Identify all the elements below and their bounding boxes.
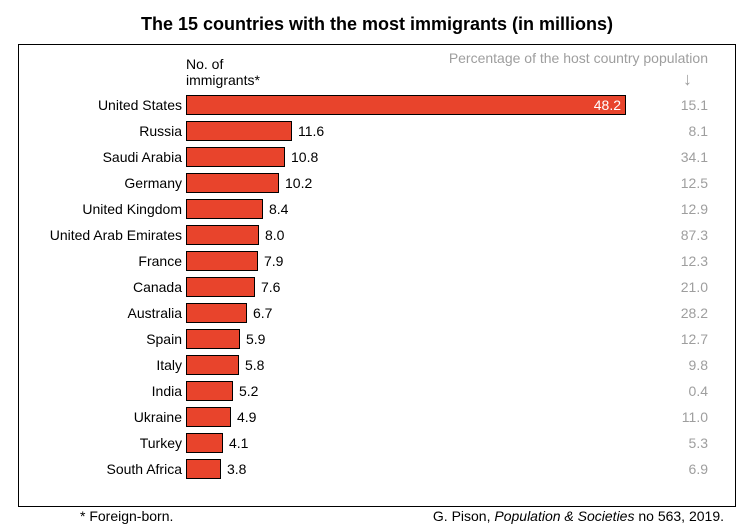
bar	[186, 459, 221, 479]
source-suffix: no 563, 2019.	[634, 508, 724, 524]
bar-row: Ukraine 4.9 11.0	[0, 404, 754, 430]
country-label: Canada	[133, 274, 182, 300]
bar-value: 4.9	[237, 404, 256, 430]
pct-value: 34.1	[681, 144, 708, 170]
bar-row: United Arab Emirates 8.0 87.3	[0, 222, 754, 248]
bar: 48.2	[186, 95, 626, 115]
source-citation: G. Pison, Population & Societies no 563,…	[433, 508, 724, 524]
bar-value: 5.9	[246, 326, 265, 352]
bar	[186, 199, 263, 219]
chart-canvas: The 15 countries with the most immigrant…	[0, 0, 754, 532]
bar-row: Canada 7.6 21.0	[0, 274, 754, 300]
pct-value: 15.1	[681, 92, 708, 118]
bar-row: India 5.2 0.4	[0, 378, 754, 404]
pct-value: 12.3	[681, 248, 708, 274]
bar-value: 7.6	[261, 274, 280, 300]
bar	[186, 251, 258, 271]
bar-row: Spain 5.9 12.7	[0, 326, 754, 352]
pct-value: 8.1	[689, 118, 708, 144]
bar-row: Russia 11.6 8.1	[0, 118, 754, 144]
country-label: Turkey	[140, 430, 182, 456]
country-label: Australia	[128, 300, 182, 326]
pct-value: 6.9	[689, 456, 708, 482]
bar	[186, 173, 279, 193]
bar-value: 10.8	[291, 144, 318, 170]
axis-title-line1: No. of	[186, 56, 223, 72]
bar-row: United States 48.2 15.1	[0, 92, 754, 118]
bar	[186, 433, 223, 453]
bar	[186, 277, 255, 297]
bar-row: Italy 5.8 9.8	[0, 352, 754, 378]
bar	[186, 225, 259, 245]
axis-title-line2: immigrants*	[186, 72, 260, 88]
country-label: United Arab Emirates	[50, 222, 182, 248]
bar-value: 6.7	[253, 300, 272, 326]
pct-value: 87.3	[681, 222, 708, 248]
country-label: France	[138, 248, 182, 274]
pct-value: 12.9	[681, 196, 708, 222]
bar-value: 7.9	[264, 248, 283, 274]
bar-value: 4.1	[229, 430, 248, 456]
bar	[186, 303, 247, 323]
pct-value: 28.2	[681, 300, 708, 326]
bar	[186, 355, 239, 375]
bar	[186, 407, 231, 427]
footnote: * Foreign-born.	[80, 508, 173, 524]
bar	[186, 121, 292, 141]
pct-header: Percentage of the host country populatio…	[449, 50, 708, 66]
pct-value: 0.4	[689, 378, 708, 404]
bar-value: 10.2	[285, 170, 312, 196]
pct-value: 9.8	[689, 352, 708, 378]
bar-row: Australia 6.7 28.2	[0, 300, 754, 326]
pct-value: 11.0	[682, 404, 708, 430]
bar-row: Germany 10.2 12.5	[0, 170, 754, 196]
source-em: Population & Societies	[494, 508, 634, 524]
chart-title: The 15 countries with the most immigrant…	[0, 14, 754, 35]
pct-value: 12.7	[681, 326, 708, 352]
country-label: South Africa	[107, 456, 183, 482]
bar-row: South Africa 3.8 6.9	[0, 456, 754, 482]
bar	[186, 381, 233, 401]
down-arrow-icon: ↓	[683, 70, 692, 88]
bar-value: 3.8	[227, 456, 246, 482]
country-label: Germany	[124, 170, 182, 196]
pct-value: 21.0	[681, 274, 708, 300]
country-label: Spain	[146, 326, 182, 352]
bar-value: 8.0	[265, 222, 284, 248]
country-label: United States	[98, 92, 182, 118]
bar-value: 48.2	[594, 96, 621, 114]
pct-value: 5.3	[689, 430, 708, 456]
country-label: United Kingdom	[82, 196, 182, 222]
bar-row: United Kingdom 8.4 12.9	[0, 196, 754, 222]
country-label: Russia	[139, 118, 182, 144]
bar-value: 11.6	[298, 118, 324, 144]
bar	[186, 147, 285, 167]
bar	[186, 329, 240, 349]
y-axis-title: No. of immigrants*	[186, 56, 260, 88]
bar-value: 5.2	[239, 378, 258, 404]
bar-row: Turkey 4.1 5.3	[0, 430, 754, 456]
bar-value: 8.4	[269, 196, 288, 222]
bar-value: 5.8	[245, 352, 264, 378]
bar-row: France 7.9 12.3	[0, 248, 754, 274]
source-prefix: G. Pison,	[433, 508, 494, 524]
bar-row: Saudi Arabia 10.8 34.1	[0, 144, 754, 170]
country-label: Saudi Arabia	[103, 144, 182, 170]
country-label: Italy	[156, 352, 182, 378]
country-label: India	[152, 378, 182, 404]
pct-value: 12.5	[681, 170, 708, 196]
country-label: Ukraine	[134, 404, 182, 430]
